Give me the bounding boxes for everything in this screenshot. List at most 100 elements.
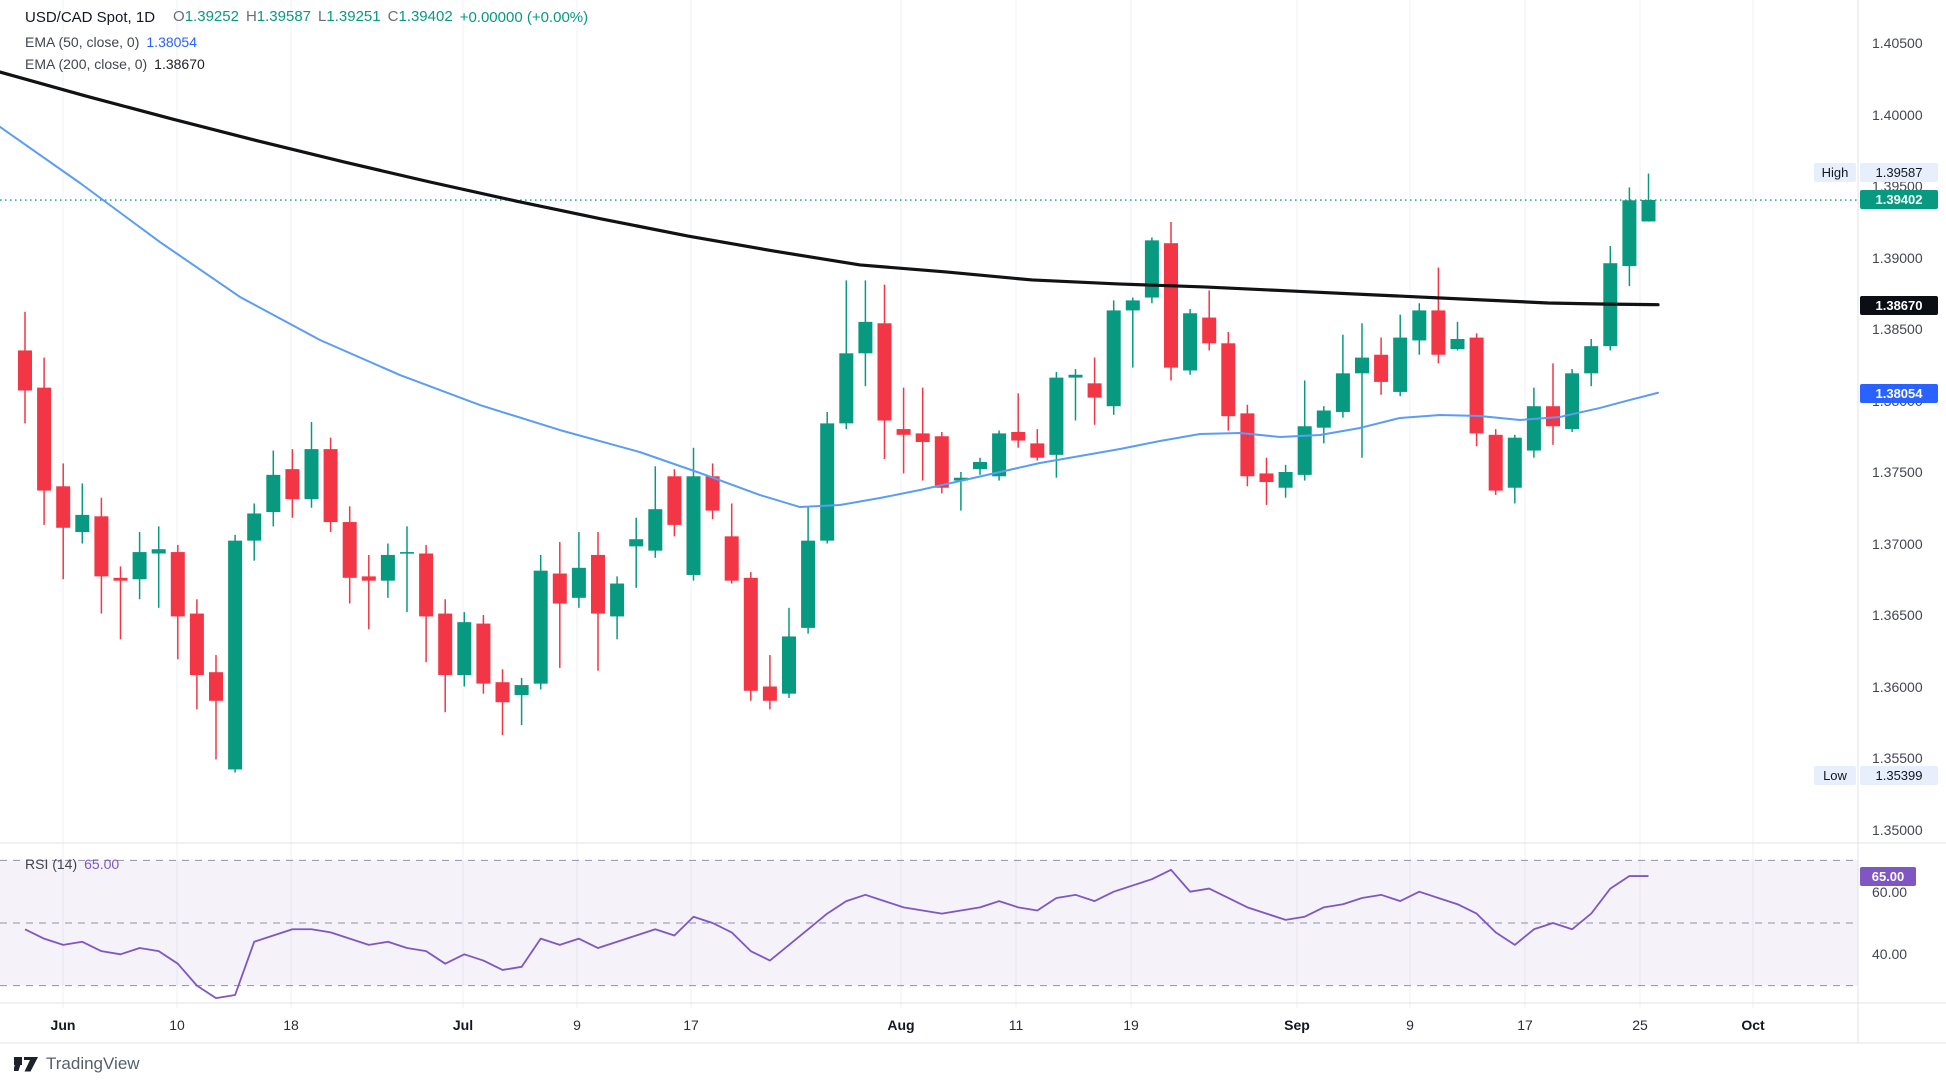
candle-body-up [1641, 200, 1656, 222]
time-axis-label-Sep: Sep [1284, 1017, 1310, 1033]
candle-body-down [1240, 413, 1255, 477]
ema200-value: 1.38670 [154, 56, 205, 72]
candle-body-up [380, 554, 395, 581]
candle-body-up [629, 539, 644, 547]
candle-body-up [400, 552, 414, 554]
ema50-line [0, 125, 1659, 509]
tradingview-logo-text: TradingView [46, 1054, 140, 1073]
candle-body-down [1259, 473, 1274, 483]
price-axis-label: 1.40000 [1872, 106, 1923, 123]
candle-body-down [18, 350, 32, 391]
candle-body-down [209, 672, 223, 701]
ema50-legend-row[interactable]: EMA (50, close, 0) 1.38054 [25, 34, 197, 50]
candle-body-down [170, 552, 185, 617]
candle-body-down [342, 522, 357, 578]
ema200-price-badge: 1.38670 [1860, 296, 1938, 315]
ohlc-open: O1.39252 [173, 8, 239, 25]
ema200-label[interactable]: EMA (200, close, 0) [25, 56, 148, 72]
time-axis-label-25: 25 [1632, 1017, 1648, 1033]
candle-body-down [285, 469, 300, 500]
candle-body-down [56, 486, 71, 528]
price-axis-label: 1.40500 [1872, 35, 1923, 51]
candle-body-up [782, 636, 796, 694]
rsi-axis-label: 60.00 [1872, 883, 1908, 900]
rsi-value: 65.00 [84, 856, 120, 872]
candle-body-up [1412, 310, 1427, 341]
high-marker-value: 1.39587 [1860, 163, 1938, 182]
tradingview-logo[interactable]: TradingView [14, 1054, 140, 1074]
candle-body-up [132, 552, 147, 580]
last-price-badge: 1.39402 [1860, 190, 1938, 209]
candle-body-down [762, 686, 777, 701]
candle-body-down [94, 516, 109, 577]
candle-body-up [1622, 200, 1637, 267]
time-axis-label-Jul: Jul [452, 1017, 474, 1033]
ohlc-change: +0.00000 (+0.00%) [459, 8, 589, 26]
ohlc-close: C1.39402 [387, 8, 453, 25]
time-axis-label-10: 10 [169, 1017, 185, 1033]
candle-body-up [1068, 374, 1083, 378]
candle-body-up [1278, 472, 1293, 488]
candle-body-down [476, 623, 491, 684]
candle-body-down [743, 577, 758, 691]
time-axis-label-9: 9 [1406, 1017, 1414, 1033]
time-axis-label-Jun: Jun [50, 1017, 76, 1033]
candle-body-up [953, 477, 968, 481]
time-axis-label-19: 19 [1123, 1017, 1139, 1033]
candle-body-down [1374, 354, 1389, 382]
rsi-label[interactable]: RSI (14) [25, 856, 78, 872]
candle-body-up [1507, 437, 1522, 488]
rsi-legend-row[interactable]: RSI (14) 65.00 [25, 856, 119, 872]
price-axis-label: 1.35500 [1872, 750, 1923, 766]
candle-body-up [973, 461, 987, 470]
ema200-legend-row[interactable]: EMA (200, close, 0) 1.38670 [25, 56, 205, 72]
price-axis-label: 1.37500 [1872, 464, 1923, 480]
candle-body-down [934, 436, 949, 488]
candle-body-down [495, 682, 510, 703]
candle-body-up [858, 321, 873, 354]
candle-body-down [705, 476, 720, 511]
candle-body-down [1469, 337, 1484, 434]
candle-body-up [801, 540, 816, 628]
time-axis-label-11: 11 [1008, 1017, 1024, 1033]
high-marker-chip: High [1814, 163, 1856, 182]
candle-body-up [1393, 337, 1408, 392]
candle-body-down [915, 433, 930, 442]
candle-body-up [686, 476, 701, 575]
candle-body-up [304, 449, 319, 500]
candle-body-down [667, 476, 682, 525]
candle-body-down [1087, 383, 1102, 398]
candle-body-up [1565, 373, 1580, 430]
candle-body-down [1488, 434, 1503, 491]
candle-body-up [457, 622, 472, 676]
price-axis-label: 1.38500 [1872, 321, 1923, 337]
candle-body-down [552, 573, 567, 604]
candle-body-down [1164, 243, 1178, 368]
candle-body-up [1316, 410, 1331, 428]
candle-body-down [724, 536, 739, 581]
symbol-title[interactable]: USD/CAD Spot, 1D [25, 8, 156, 26]
ohlc-high: H1.39587 [245, 8, 312, 25]
candle-body-up [1125, 300, 1140, 311]
ema50-label[interactable]: EMA (50, close, 0) [25, 34, 140, 50]
candle-body-up [151, 549, 166, 554]
candle-body-up [992, 433, 1007, 477]
symbol-legend-row[interactable]: USD/CAD Spot, 1D O1.39252 H1.39587 L1.39… [25, 8, 588, 26]
tradingview-logo-icon [14, 1057, 38, 1072]
time-axis-label-Aug: Aug [887, 1017, 915, 1033]
ohlc-low: L1.39251 [318, 8, 381, 25]
time-axis-label-17: 17 [683, 1017, 699, 1033]
ema200-line [0, 70, 1660, 307]
candle-body-down [877, 323, 892, 421]
candle-body-up [1297, 426, 1312, 475]
candle-body-up [1183, 313, 1198, 371]
candle-body-down [1221, 343, 1236, 417]
candle-body-down [189, 613, 204, 676]
candle-body-up [1450, 339, 1465, 350]
candle-body-up [533, 570, 548, 684]
candle-body-down [591, 554, 605, 614]
time-axis-label-18: 18 [283, 1017, 299, 1033]
rsi-line [24, 868, 1649, 1000]
